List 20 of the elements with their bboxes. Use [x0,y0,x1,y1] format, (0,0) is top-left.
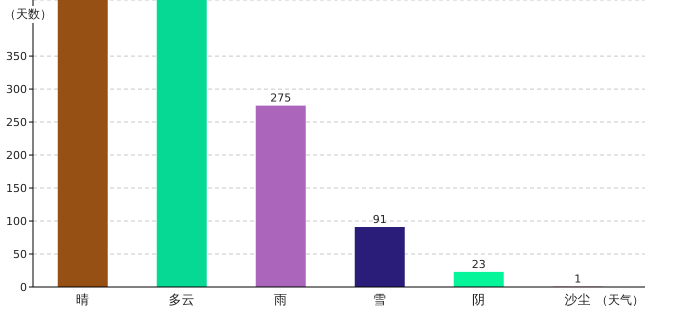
y-axis-title: （天数） [4,6,52,23]
y-tick-label: 350 [6,50,27,63]
data-label: 23 [472,258,486,271]
data-label: 91 [372,212,387,226]
x-tick-label: 阴 [472,293,485,308]
y-tick-label: 0 [20,280,27,294]
data-label: 275 [270,92,292,105]
y-tick-label: 100 [6,214,27,228]
x-tick-label: 雨 [274,293,287,308]
y-tick-label: 200 [6,148,27,162]
data-label: 1 [574,272,582,286]
x-tick-label: 雪 [373,293,386,308]
x-tick-label: 晴 [76,293,89,308]
x-tick-label: 沙尘 [564,293,590,308]
x-tick-label: 多云 [168,293,194,308]
y-tick-label: 300 [6,82,27,96]
x-axis-title: （天气） [596,292,644,309]
y-tick-label: 250 [6,116,27,129]
y-tick-label: 150 [6,182,27,195]
y-tick-label: 50 [13,248,27,261]
